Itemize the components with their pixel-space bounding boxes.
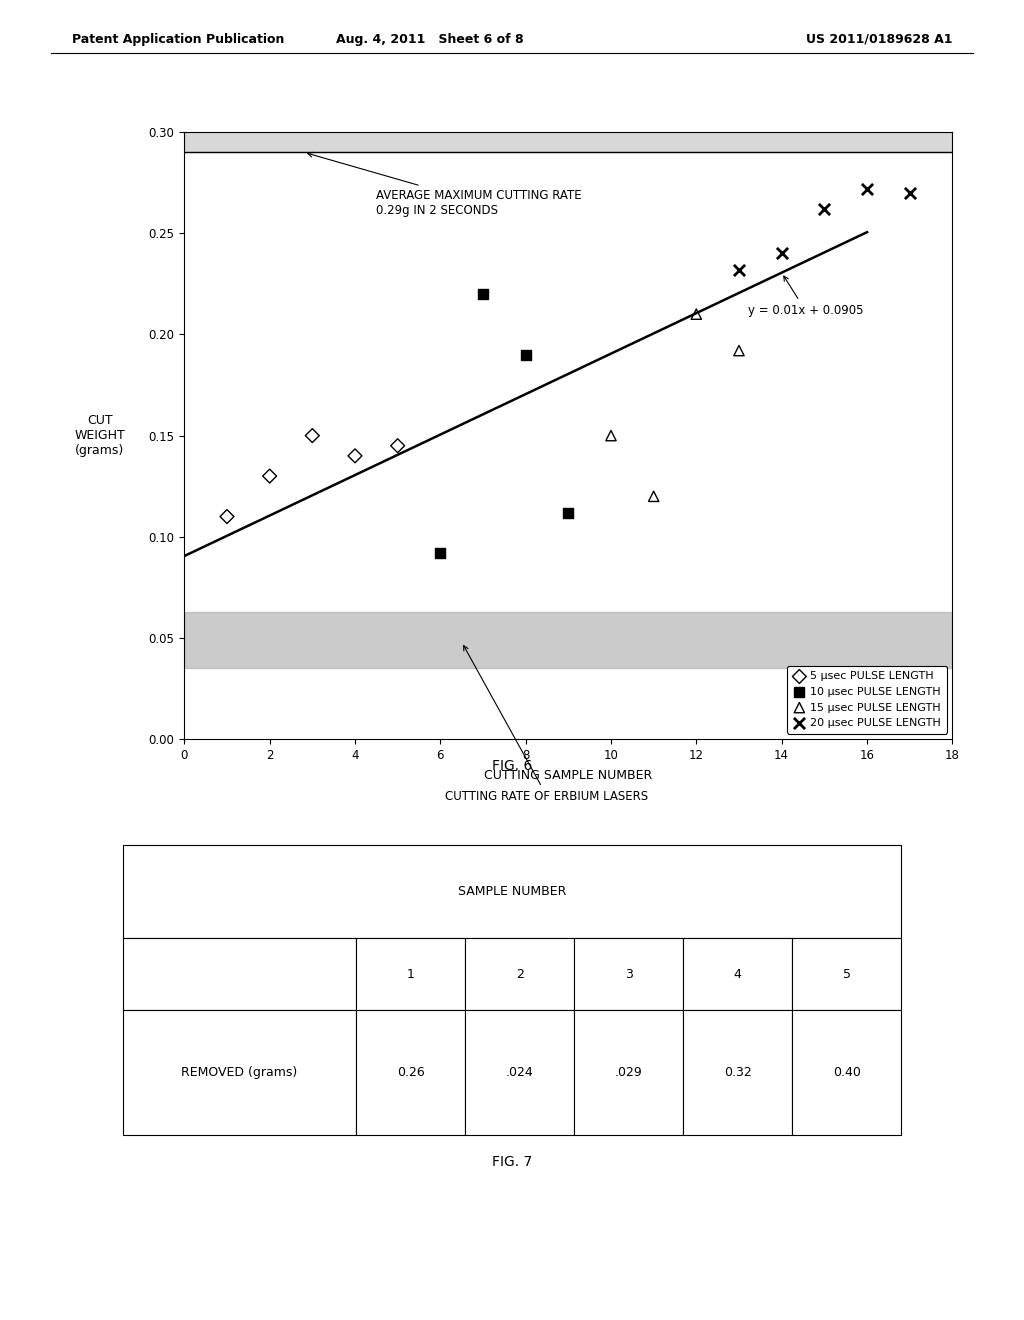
5 μsec PULSE LENGTH [347, 445, 364, 466]
Bar [793, 937, 901, 1010]
5 μsec PULSE LENGTH [261, 466, 278, 487]
Text: 0.32: 0.32 [724, 1067, 752, 1080]
10 μsec PULSE LENGTH [517, 345, 534, 366]
Bar [465, 1010, 574, 1135]
Legend: 5 μsec PULSE LENGTH, 10 μsec PULSE LENGTH, 15 μsec PULSE LENGTH, 20 μsec PULSE L: 5 μsec PULSE LENGTH, 10 μsec PULSE LENGT… [787, 665, 947, 734]
15 μsec PULSE LENGTH [731, 341, 748, 362]
Bar [356, 1010, 465, 1135]
10 μsec PULSE LENGTH [432, 543, 449, 564]
Text: y = 0.01x + 0.0905: y = 0.01x + 0.0905 [748, 276, 863, 317]
Bar [356, 937, 465, 1010]
Text: US 2011/0189628 A1: US 2011/0189628 A1 [806, 33, 952, 46]
Bar [123, 1010, 356, 1135]
Text: Patent Application Publication: Patent Application Publication [72, 33, 284, 46]
Text: CUTTING RATE OF ERBIUM LASERS: CUTTING RATE OF ERBIUM LASERS [445, 645, 648, 803]
5 μsec PULSE LENGTH [304, 425, 321, 446]
Text: 3: 3 [625, 968, 633, 981]
Bar [123, 937, 356, 1010]
Text: .024: .024 [506, 1067, 534, 1080]
Bar [574, 1010, 683, 1135]
20 μsec PULSE LENGTH [901, 182, 918, 203]
Bar [184, 611, 952, 668]
Bar [574, 937, 683, 1010]
20 μsec PULSE LENGTH [773, 243, 790, 264]
20 μsec PULSE LENGTH [816, 198, 833, 219]
10 μsec PULSE LENGTH [560, 502, 577, 523]
Text: 4: 4 [734, 968, 741, 981]
Text: Aug. 4, 2011   Sheet 6 of 8: Aug. 4, 2011 Sheet 6 of 8 [336, 33, 524, 46]
Bar [184, 132, 952, 152]
10 μsec PULSE LENGTH [475, 284, 492, 305]
Text: SAMPLE NUMBER: SAMPLE NUMBER [458, 884, 566, 898]
Text: FIG. 6: FIG. 6 [492, 759, 532, 774]
20 μsec PULSE LENGTH [859, 178, 876, 199]
5 μsec PULSE LENGTH [219, 506, 236, 527]
Text: 0.40: 0.40 [833, 1067, 860, 1080]
Text: 0.26: 0.26 [397, 1067, 425, 1080]
Y-axis label: CUT
WEIGHT
(grams): CUT WEIGHT (grams) [75, 414, 125, 457]
Bar [465, 937, 574, 1010]
15 μsec PULSE LENGTH [645, 486, 662, 507]
15 μsec PULSE LENGTH [603, 425, 620, 446]
X-axis label: CUTTING SAMPLE NUMBER: CUTTING SAMPLE NUMBER [484, 768, 652, 781]
Text: FIG. 7: FIG. 7 [492, 1155, 532, 1170]
Text: 2: 2 [516, 968, 523, 981]
Text: 5: 5 [843, 968, 851, 981]
Bar [793, 1010, 901, 1135]
20 μsec PULSE LENGTH [731, 259, 748, 280]
Text: 1: 1 [407, 968, 415, 981]
Text: .029: .029 [614, 1067, 643, 1080]
Text: AVERAGE MAXIMUM CUTTING RATE
0.29g IN 2 SECONDS: AVERAGE MAXIMUM CUTTING RATE 0.29g IN 2 … [307, 152, 582, 216]
Bar [123, 845, 901, 937]
Bar [683, 937, 793, 1010]
5 μsec PULSE LENGTH [389, 436, 406, 457]
Bar [683, 1010, 793, 1135]
15 μsec PULSE LENGTH [688, 304, 705, 325]
Text: REMOVED (grams): REMOVED (grams) [181, 1067, 298, 1080]
